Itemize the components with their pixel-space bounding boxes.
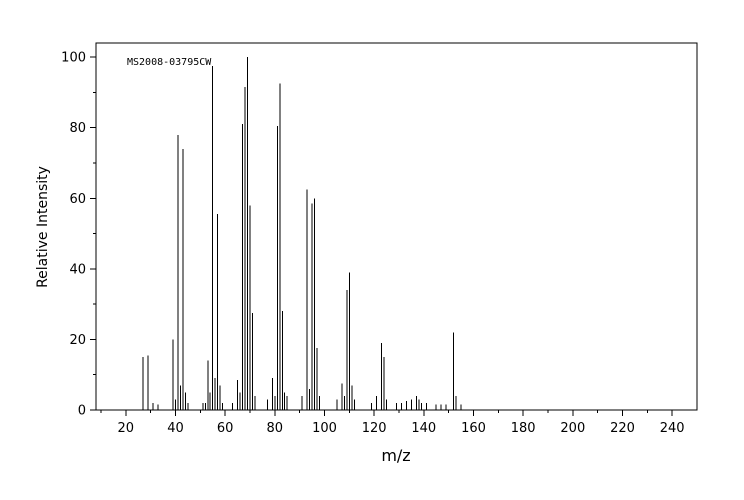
plot-frame	[95, 42, 698, 411]
y-tick-label: 80	[69, 121, 86, 136]
x-tick-label: 40	[167, 421, 184, 436]
y-tick-label: 0	[78, 404, 86, 419]
x-tick-label: 100	[312, 421, 337, 436]
x-tick-label: 60	[217, 421, 234, 436]
x-tick-label: 20	[118, 421, 135, 436]
x-tick-label: 140	[411, 421, 436, 436]
plot-area: 20 40 60 80 100 120 140 160 180 200 220 240 0 20 40 60 8…	[61, 42, 698, 436]
x-tick-label: 180	[511, 421, 536, 436]
spectrum-id-annotation: MS2008-03795CW	[127, 57, 212, 68]
y-tick-label: 100	[61, 51, 86, 66]
y-tick-label: 20	[69, 333, 86, 348]
y-tick-label: 40	[69, 262, 86, 277]
x-tick-label: 220	[610, 421, 635, 436]
x-tick-label: 240	[660, 421, 685, 436]
x-axis-title: m/z	[381, 446, 410, 465]
x-tick-label: 160	[461, 421, 486, 436]
y-axis-title: Relative Intensity	[35, 166, 51, 288]
x-tick-label: 80	[267, 421, 284, 436]
x-tick-label: 120	[362, 421, 387, 436]
y-tick-label: 60	[69, 192, 86, 207]
x-tick-label: 200	[560, 421, 585, 436]
